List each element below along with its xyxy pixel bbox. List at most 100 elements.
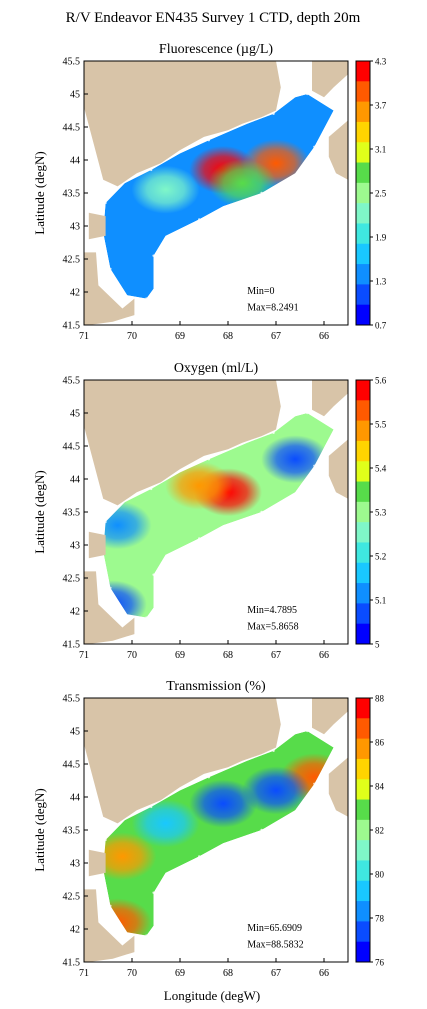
x-tick-label: 71 xyxy=(79,650,89,661)
colorbar-tick-label: 3.7 xyxy=(375,101,387,111)
land-mass xyxy=(312,698,348,735)
colorbar-segment xyxy=(356,182,370,204)
y-tick-label: 45 xyxy=(70,409,80,420)
land-mass xyxy=(312,380,348,417)
colorbar-tick-label: 88 xyxy=(375,694,385,704)
colorbar-segment xyxy=(356,522,370,543)
x-tick-label: 66 xyxy=(319,968,329,979)
max-label: Max=88.5832 xyxy=(247,939,303,950)
colorbar-segment xyxy=(356,840,370,861)
land-mass xyxy=(84,252,135,325)
colorbar-segment xyxy=(356,698,370,719)
x-tick-label: 71 xyxy=(79,331,89,342)
y-tick-label: 44.5 xyxy=(63,442,81,453)
y-tick-label: 43.5 xyxy=(63,826,81,837)
colorbar-segment xyxy=(356,718,370,740)
colorbar-segment xyxy=(356,623,370,645)
y-tick-label: 44 xyxy=(70,475,80,486)
x-tick-label: 66 xyxy=(319,650,329,661)
field-hotspot xyxy=(165,461,234,510)
colorbar-segment xyxy=(356,284,370,306)
y-tick-label: 44.5 xyxy=(63,760,81,771)
colorbar-segment xyxy=(356,61,370,82)
land-mass xyxy=(84,61,281,187)
x-tick-label: 68 xyxy=(223,650,233,661)
land-mass xyxy=(312,61,348,98)
land-mass xyxy=(84,889,135,962)
colorbar-tick-label: 5.4 xyxy=(375,464,387,474)
y-tick-label: 42 xyxy=(70,288,80,299)
colorbar-segment xyxy=(356,738,370,760)
max-label: Max=8.2491 xyxy=(247,302,298,313)
panel-title: Transmission (%) xyxy=(166,679,266,694)
y-tick-label: 41.5 xyxy=(63,640,81,651)
colorbar: 88 86 84 82 80 78 76 xyxy=(355,694,385,968)
x-tick-label: 67 xyxy=(271,331,281,342)
y-tick-label: 42.5 xyxy=(63,892,81,903)
colorbar-tick-label: 5.6 xyxy=(375,376,387,386)
colorbar-tick-label: 2.5 xyxy=(375,189,387,199)
colorbar-tick-label: 5.5 xyxy=(375,420,387,430)
y-axis-label: Latitude (degN) xyxy=(32,151,47,234)
colorbar-segment xyxy=(356,264,370,285)
x-tick-label: 69 xyxy=(175,331,185,342)
y-tick-label: 45 xyxy=(70,90,80,101)
field-hotspot xyxy=(242,766,310,815)
x-tick-label: 69 xyxy=(175,650,185,661)
x-tick-label: 71 xyxy=(79,968,89,979)
y-tick-label: 42.5 xyxy=(63,255,81,266)
x-tick-label: 69 xyxy=(175,968,185,979)
colorbar-tick-label: 4.3 xyxy=(375,57,387,67)
colorbar-segment xyxy=(356,860,370,882)
min-label: Min=4.7895 xyxy=(247,605,297,616)
colorbar-tick-label: 0.7 xyxy=(375,321,387,331)
chart-panel-2: Oxygen (ml/L) 71 70 69 68 67 66 45.5 45 44.5 44 43.… xyxy=(32,361,387,661)
land-mass xyxy=(328,439,348,499)
y-tick-label: 42 xyxy=(70,925,80,936)
survey-field xyxy=(103,413,334,618)
x-tick-label: 70 xyxy=(127,650,137,661)
colorbar-segment xyxy=(356,203,370,224)
colorbar-tick-label: 76 xyxy=(375,958,385,968)
colorbar-tick-label: 84 xyxy=(375,782,385,792)
y-tick-label: 43 xyxy=(70,859,80,870)
x-tick-label: 67 xyxy=(271,968,281,979)
y-tick-label: 43 xyxy=(70,222,80,233)
min-label: Min=65.6909 xyxy=(247,923,302,934)
station-dot xyxy=(306,413,309,415)
land-mass xyxy=(88,531,106,559)
colorbar-tick-label: 78 xyxy=(375,914,385,924)
colorbar-segment xyxy=(356,162,370,184)
colorbar-segment xyxy=(356,819,370,841)
land-mass xyxy=(84,698,281,824)
colorbar-segment xyxy=(356,420,370,442)
x-tick-label: 70 xyxy=(127,968,137,979)
x-axis-label: Longitude (degW) xyxy=(164,988,260,1003)
colorbar-segment xyxy=(356,101,370,123)
colorbar-tick-label: 5.1 xyxy=(375,596,386,606)
x-tick-label: 66 xyxy=(319,331,329,342)
land-mass xyxy=(84,380,281,506)
colorbar-segment xyxy=(356,501,370,523)
y-tick-label: 41.5 xyxy=(63,958,81,969)
field-hotspot xyxy=(103,501,152,550)
field-hotspot xyxy=(131,799,200,848)
colorbar-segment xyxy=(356,81,370,103)
colorbar-segment xyxy=(356,400,370,422)
panel-title: Fluorescence (µg/L) xyxy=(159,42,274,57)
land-mass xyxy=(328,757,348,817)
y-tick-label: 43.5 xyxy=(63,508,81,519)
y-tick-label: 45.5 xyxy=(63,57,81,68)
colorbar-tick-label: 80 xyxy=(375,870,385,880)
field-hotspot xyxy=(131,165,200,214)
colorbar-tick-label: 1.9 xyxy=(375,233,387,243)
y-tick-label: 44 xyxy=(70,793,80,804)
colorbar-tick-label: 5 xyxy=(375,640,380,650)
min-label: Min=0 xyxy=(247,286,274,297)
colorbar-tick-label: 82 xyxy=(375,826,384,836)
y-axis-label: Latitude (degN) xyxy=(32,788,47,871)
colorbar: 5.6 5.5 5.4 5.3 5.2 5.1 5 xyxy=(355,376,387,650)
station-dot xyxy=(306,731,309,733)
colorbar-segment xyxy=(356,779,370,801)
